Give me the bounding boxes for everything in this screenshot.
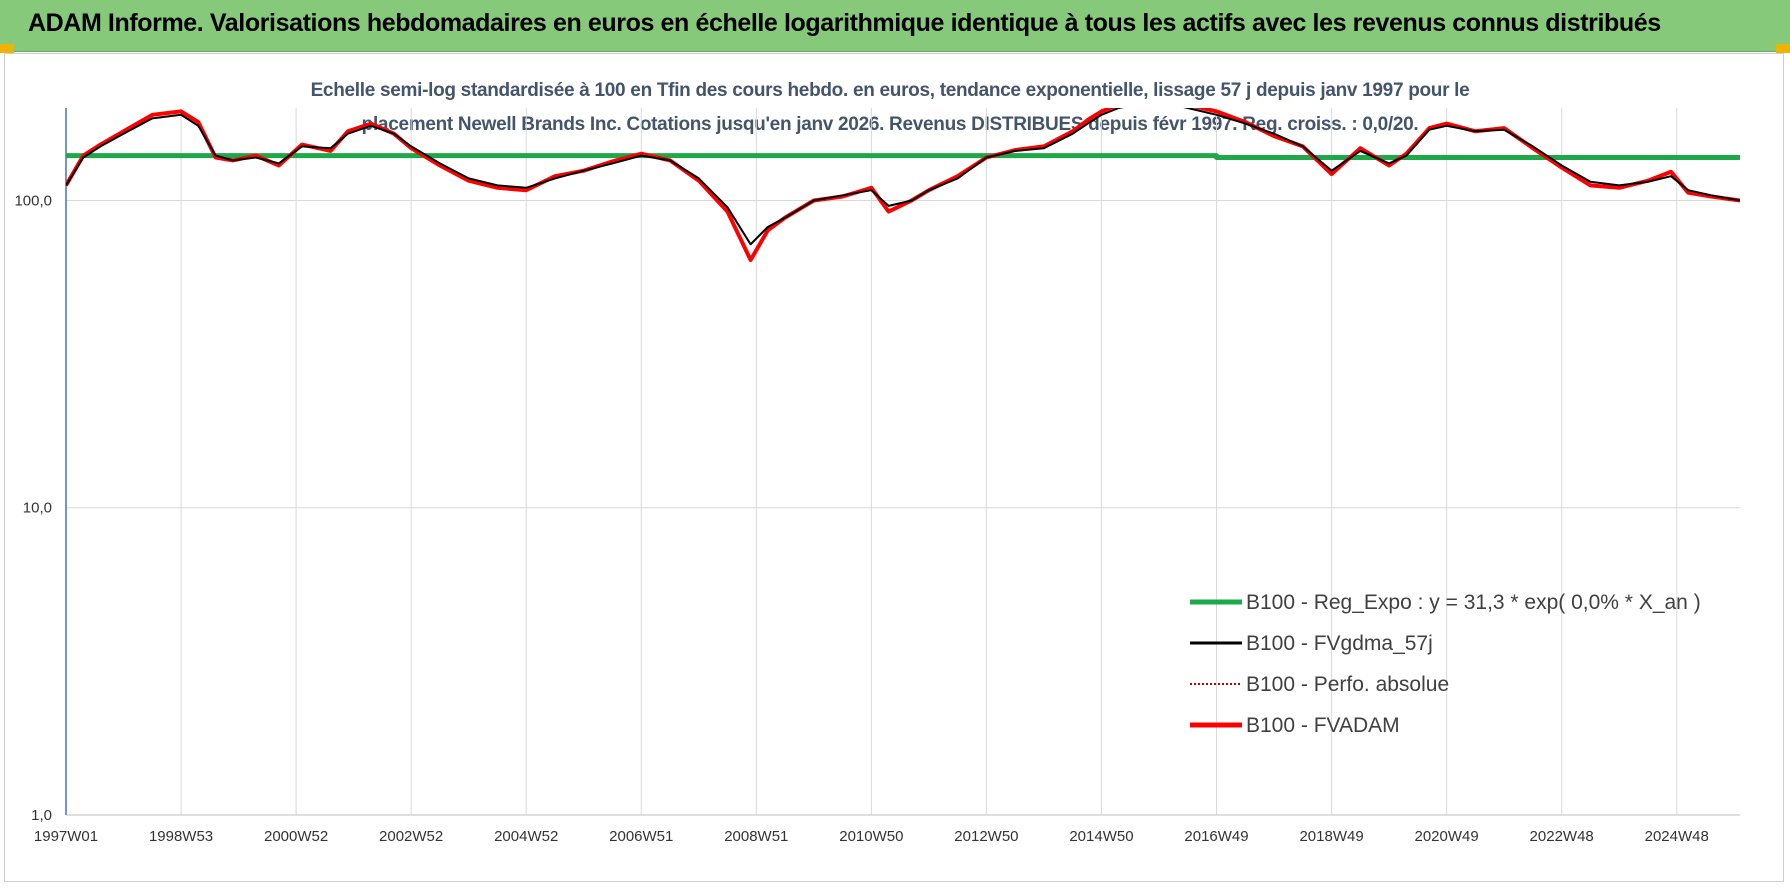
- x-tick-label-1: 1998W53: [149, 828, 213, 845]
- x-tick-label-2: 2000W52: [264, 828, 328, 845]
- axes: [65, 108, 1740, 816]
- x-tick-label-6: 2008W51: [724, 828, 788, 845]
- x-tick-label-13: 2022W48: [1530, 828, 1594, 845]
- x-tick-label-8: 2012W50: [954, 828, 1018, 845]
- x-tick-label-7: 2010W50: [839, 828, 903, 845]
- legend-label-2: B100 - Perfo. absolue: [1246, 673, 1449, 696]
- x-tick-label-10: 2016W49: [1184, 828, 1248, 845]
- series-group: [66, 108, 1740, 262]
- x-tick-label-9: 2014W50: [1069, 828, 1133, 845]
- x-tick-label-4: 2004W52: [494, 828, 558, 845]
- chart-frame: [4, 53, 1784, 882]
- legend: B100 - Reg_Expo : y = 31,3 * exp( 0,0% *…: [1190, 591, 1701, 737]
- chart-title-line-2: placement Newell Brands Inc. Cotations j…: [361, 114, 1419, 135]
- corner-marker-right: [1776, 44, 1790, 53]
- series-line-3: [66, 108, 1740, 262]
- y-tick-label-1: 10,0: [23, 500, 52, 517]
- series-line-1: [66, 108, 1740, 246]
- y-tick-label-0: 1,0: [31, 807, 52, 824]
- legend-label-1: B100 - FVgdma_57j: [1246, 632, 1433, 655]
- y-tick-label-2: 100,0: [14, 192, 52, 209]
- x-tick-label-14: 2024W48: [1645, 828, 1709, 845]
- x-tick-label-5: 2006W51: [609, 828, 673, 845]
- tick-labels: 1997W01 1998W53 2000W52 2002W52 2004W52 2006W…: [14, 192, 1708, 845]
- x-tick-label-0: 1997W01: [34, 828, 98, 845]
- chart-title: Echelle semi-log standardisée à 100 en T…: [200, 74, 1580, 142]
- grid-lines: [65, 108, 1740, 816]
- series-line-0: [66, 153, 1740, 160]
- chart-title-line-1: Echelle semi-log standardisée à 100 en T…: [310, 80, 1470, 101]
- x-tick-label-12: 2020W49: [1415, 828, 1479, 845]
- x-tick-label-3: 2002W52: [379, 828, 443, 845]
- page-title: ADAM Informe. Valorisations hebdomadaire…: [28, 9, 1661, 37]
- legend-label-0: B100 - Reg_Expo : y = 31,3 * exp( 0,0% *…: [1246, 591, 1701, 614]
- header-banner: ADAM Informe. Valorisations hebdomadaire…: [0, 0, 1790, 52]
- x-tick-label-11: 2018W49: [1299, 828, 1363, 845]
- corner-marker-left: [0, 44, 14, 53]
- legend-label-3: B100 - FVADAM: [1246, 714, 1400, 737]
